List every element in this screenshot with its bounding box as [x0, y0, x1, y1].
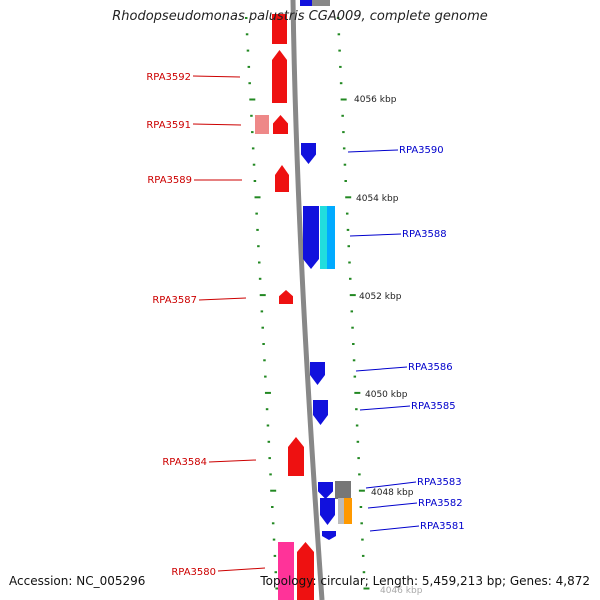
- gene-shape-rpa3581[interactable]: [322, 531, 336, 540]
- leader-line: [349, 233, 402, 237]
- scale-label-4056: 4056 kbp: [354, 95, 397, 105]
- scale-label-4052: 4052 kbp: [359, 292, 402, 302]
- leader-line: [355, 366, 408, 372]
- leader-line: [198, 297, 247, 301]
- gene-shape-rpa3588-cyan[interactable]: [320, 206, 327, 269]
- gene-shape-rpa3582[interactable]: [320, 498, 335, 525]
- gene-label-rpa3581[interactable]: RPA3581: [420, 521, 465, 532]
- leader-line: [369, 525, 420, 532]
- gene-labels-forward: RPA3592 RPA3591 RPA3589 RPA3587 RPA3584 …: [146, 72, 216, 578]
- gene-labels-reverse: RPA3590 RPA3588 RPA3586 RPA3585 RPA3583 …: [399, 145, 465, 532]
- gene-label-rpa3585[interactable]: RPA3585: [411, 401, 456, 412]
- gene-shape-rpa3588-lightblue[interactable]: [327, 206, 335, 269]
- gene-shape-rpa3584[interactable]: [288, 437, 304, 476]
- map-title: Rhodopseudomonas palustris CGA009, compl…: [112, 9, 488, 24]
- leader-line: [367, 502, 418, 509]
- scale-label-4046: 4046 kbp: [380, 586, 423, 596]
- gene-shape-rpa3591[interactable]: [273, 115, 288, 134]
- gene-shape-rpa3588[interactable]: [303, 206, 319, 269]
- leader-line: [365, 481, 417, 489]
- gene-shape-rpa3587[interactable]: [279, 290, 293, 304]
- scale-label-4048: 4048 kbp: [371, 488, 414, 498]
- gene-shape-rpa3585[interactable]: [313, 400, 328, 425]
- tick-marks-right: [336, 17, 370, 590]
- scale-label-4050: 4050 kbp: [365, 390, 408, 400]
- gene-label-rpa3587[interactable]: RPA3587: [152, 295, 197, 306]
- gene-label-rpa3591[interactable]: RPA3591: [146, 120, 191, 131]
- gene-shape-rpa3583[interactable]: [318, 482, 333, 499]
- tick-marks-left: [244, 17, 282, 590]
- gene-shape-rpa3582-gray[interactable]: [338, 498, 344, 524]
- leader-line: [192, 75, 241, 78]
- gene-label-rpa3580[interactable]: RPA3580: [171, 567, 216, 578]
- gene-label-rpa3590[interactable]: RPA3590: [399, 145, 444, 156]
- leader-line: [208, 459, 257, 463]
- gene-label-rpa3589[interactable]: RPA3589: [147, 175, 192, 186]
- gene-shape-rpa3590[interactable]: [301, 143, 316, 164]
- gene-label-rpa3586[interactable]: RPA3586: [408, 362, 453, 373]
- scale-label-4054: 4054 kbp: [356, 194, 399, 204]
- genome-backbone: [290, 0, 325, 600]
- gene-shape-rpa3589[interactable]: [275, 165, 289, 192]
- top-blue-block: [300, 0, 312, 6]
- gene-label-rpa3592[interactable]: RPA3592: [146, 72, 191, 83]
- gene-shape-rpa3583-gray[interactable]: [335, 481, 351, 499]
- gene-label-rpa3588[interactable]: RPA3588: [402, 229, 447, 240]
- gene-label-rpa3583[interactable]: RPA3583: [417, 477, 462, 488]
- gene-shape-rpa3586[interactable]: [310, 362, 325, 385]
- gene-shape-rpa3580-pink[interactable]: [278, 542, 294, 600]
- gene-label-rpa3584[interactable]: RPA3584: [162, 457, 207, 468]
- genome-summary-text: Topology: circular; Length: 5,459,213 bp…: [260, 574, 590, 588]
- accession-text: Accession: NC_005296: [9, 574, 146, 588]
- leader-line: [359, 405, 411, 411]
- leader-line: [217, 567, 266, 572]
- label-leader-lines: [192, 75, 420, 572]
- leader-line: [192, 123, 242, 126]
- gene-shape-rpa3591-partial[interactable]: [255, 115, 269, 134]
- scale-labels: 4056 kbp 4054 kbp 4052 kbp 4050 kbp 4048…: [354, 95, 423, 596]
- gene-shape-top-forward[interactable]: [272, 14, 287, 44]
- gene-shape-rpa3582-orange[interactable]: [344, 498, 352, 524]
- gene-shape-rpa3592[interactable]: [272, 50, 287, 103]
- gene-shape-rpa3580[interactable]: [297, 542, 314, 600]
- gene-features: [255, 14, 352, 600]
- gene-label-rpa3582[interactable]: RPA3582: [418, 498, 463, 509]
- leader-line: [347, 149, 399, 153]
